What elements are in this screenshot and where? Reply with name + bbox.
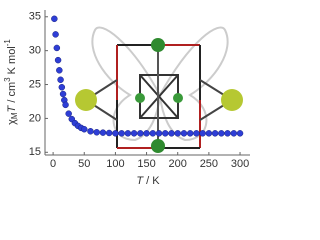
y-tick-label: 15 [29,146,41,158]
data-point [57,76,64,84]
data-point [124,130,132,137]
x-axis-label: T / K [136,175,160,187]
x-tick-label: 200 [169,158,187,170]
data-point [118,130,125,137]
x-tick-label: 0 [50,158,56,170]
data-point [99,129,107,136]
data-point [143,130,150,137]
data-point [65,110,72,117]
y-label-part: M [10,112,19,119]
data-point [52,31,59,38]
data-point [174,130,181,137]
molecule-inset [75,26,243,153]
data-point [137,130,144,137]
x-tick-label: 50 [78,158,90,170]
y-label-part: K mol [6,46,18,77]
data-point [162,130,169,137]
data-point [224,130,231,137]
y-tick-label: 30 [29,45,41,57]
atom [75,89,97,111]
data-point [62,101,69,109]
x-tick-label: 300 [231,158,249,170]
data-point [155,130,163,137]
y-label-part: T [6,104,18,112]
data-point [59,90,67,98]
atom [221,89,243,111]
data-point [105,129,113,137]
x-label-part: / K [143,175,160,187]
data-point [186,130,194,137]
data-point [199,130,206,137]
data-point [193,130,200,137]
x-tick-label: 250 [200,158,218,170]
data-point [58,83,66,91]
data-point [112,130,119,137]
data-point [93,129,100,136]
x-tick-label: 100 [106,158,124,170]
data-point [236,130,244,137]
data-point [180,130,188,137]
y-label-part: χ [6,119,18,125]
atom [173,93,183,103]
data-point [51,15,58,23]
y-label-part: -1 [3,39,12,47]
y-label-part: 3 [3,77,12,82]
data-point [211,130,219,137]
atom [135,93,145,103]
data-point [87,128,94,135]
data-point [218,130,225,137]
data-point [205,130,213,137]
y-label-part: / cm [6,82,18,106]
atom [151,139,165,153]
y-tick-label: 20 [29,112,41,124]
bonds [85,44,233,149]
atom [151,38,165,52]
data-point [230,130,238,137]
y-axis-label: χMT / cm3 K mol-1 [3,39,19,125]
data-point [149,130,157,137]
data-point [168,130,175,137]
x-label-part: T [136,175,144,187]
data-point [81,126,88,133]
data-point [54,56,62,64]
x-tick-label: 150 [137,158,155,170]
data-point [53,44,61,52]
y-tick-label: 25 [29,78,41,90]
data-point [56,67,63,74]
y-tick-label: 35 [29,11,41,23]
data-point [130,130,138,137]
